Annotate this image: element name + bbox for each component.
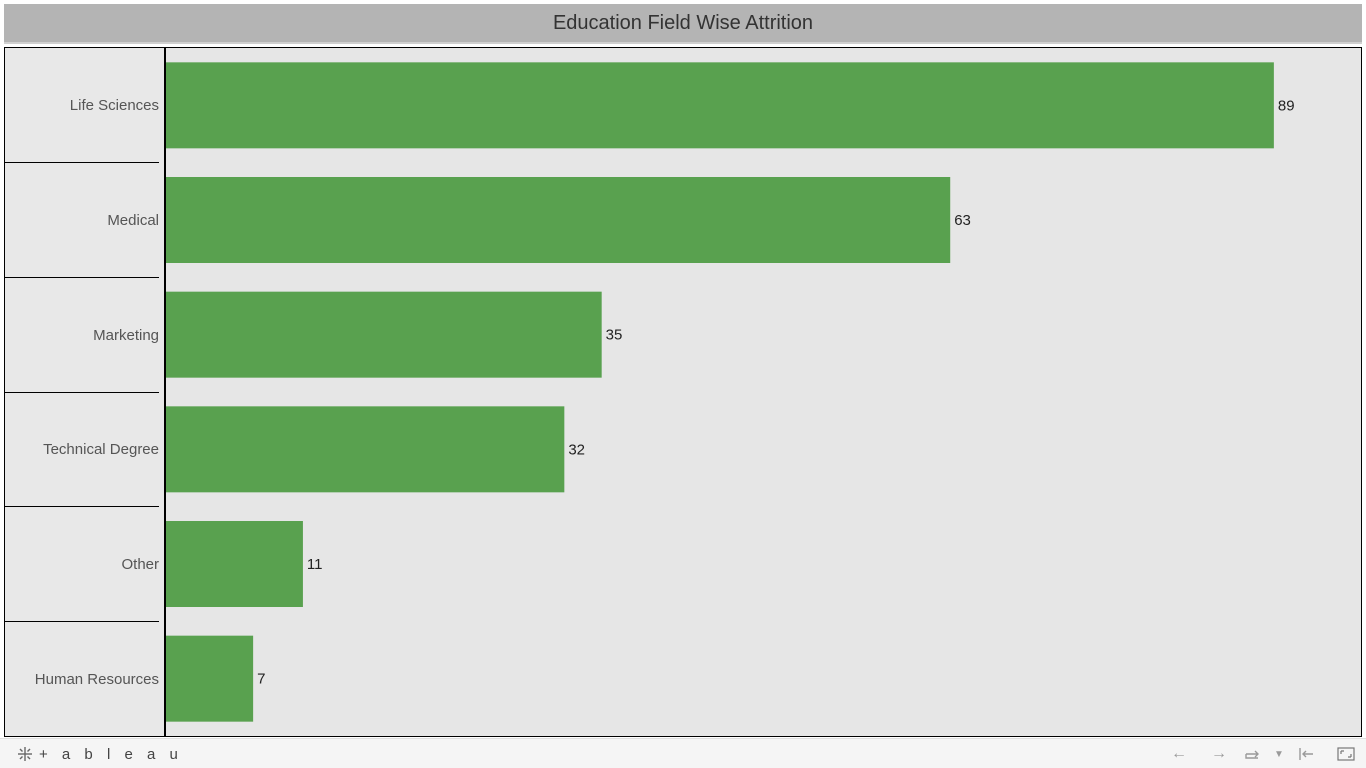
category-label[interactable]: Medical (5, 163, 159, 278)
tableau-logo[interactable]: + a b l e a u (16, 745, 183, 763)
chart-container: Life Sciences Medical Marketing Technica… (4, 47, 1362, 737)
back-arrow-icon[interactable]: ← (1171, 745, 1187, 762)
revert-icon[interactable] (1244, 745, 1262, 763)
category-axis: Life Sciences Medical Marketing Technica… (5, 48, 166, 736)
data-label: 7 (257, 671, 265, 688)
data-label: 63 (954, 212, 971, 229)
footer-toolbar: + a b l e a u ← → ▼ (0, 738, 1366, 768)
data-label: 32 (568, 441, 585, 458)
tableau-logo-icon (18, 747, 32, 761)
dropdown-icon[interactable]: ▼ (1274, 748, 1284, 760)
data-label: 89 (1278, 97, 1295, 114)
forward-arrow-icon[interactable]: → (1211, 745, 1227, 762)
category-label[interactable]: Marketing (5, 278, 159, 393)
data-label: 35 (606, 327, 623, 344)
plot-area: 89 63 35 32 11 7 (166, 48, 1361, 736)
chart-title: Education Field Wise Attrition (4, 4, 1362, 44)
bar[interactable] (166, 62, 1274, 149)
bar-chart-svg: 89 63 35 32 11 7 (166, 62, 1295, 722)
bar[interactable] (166, 521, 303, 607)
data-label: 11 (307, 556, 323, 573)
category-label[interactable]: Technical Degree (5, 393, 159, 507)
first-page-icon[interactable] (1297, 745, 1315, 763)
bar[interactable] (166, 291, 602, 378)
fullscreen-icon[interactable] (1337, 745, 1355, 763)
bar[interactable] (166, 406, 565, 493)
category-label[interactable]: Other (5, 507, 159, 622)
bar[interactable] (166, 635, 254, 722)
bar[interactable] (166, 177, 951, 263)
logo-text: + a b l e a u (39, 745, 183, 763)
category-label[interactable]: Life Sciences (5, 48, 159, 163)
category-label[interactable]: Human Resources (34, 670, 159, 688)
